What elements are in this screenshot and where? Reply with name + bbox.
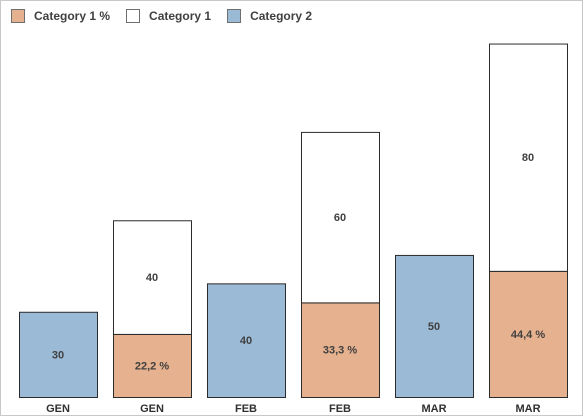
legend-label: Category 1 % — [34, 9, 111, 23]
bar-value-label: 50 — [428, 321, 440, 333]
bar-value-label: 44,4 % — [511, 329, 545, 341]
x-tick-label: FEB — [329, 403, 351, 415]
bar-segment — [301, 131, 380, 304]
legend-item-category-2: Category 2 — [227, 9, 312, 23]
bar-value-label: 33,3 % — [323, 345, 357, 357]
bar-value-label: 40 — [240, 335, 252, 347]
bar-segment — [113, 220, 192, 335]
bar-value-label: 80 — [522, 152, 534, 164]
bar-segment — [395, 254, 474, 398]
bar-segment — [301, 302, 380, 398]
legend-swatch — [126, 9, 141, 23]
legend-swatch — [11, 9, 25, 23]
bar-value-label: 22,2 % — [135, 360, 169, 372]
x-tick-label: MAR — [515, 403, 540, 415]
legend-item-category-1: Category 1 — [126, 9, 211, 23]
legend-swatch — [227, 9, 242, 23]
x-tick-label: MAR — [421, 403, 446, 415]
bar-segment — [113, 333, 192, 398]
bar-value-label: 60 — [334, 212, 346, 224]
bar-segment — [489, 270, 568, 399]
bar-segment — [489, 43, 568, 272]
bar-segment — [207, 283, 286, 399]
bar-value-label: 30 — [52, 349, 64, 361]
x-tick-label: GEN — [140, 403, 164, 415]
legend-label: Category 1 — [149, 9, 212, 23]
legend-label: Category 2 — [250, 9, 313, 23]
bar-segment — [19, 311, 98, 398]
bar-value-label: 40 — [146, 272, 158, 284]
x-tick-label: GEN — [46, 403, 70, 415]
legend: Category 1 % Category 1 Category 2 — [11, 7, 328, 25]
legend-item-category-1-pct: Category 1 % — [11, 9, 110, 23]
x-tick-label: FEB — [235, 403, 257, 415]
